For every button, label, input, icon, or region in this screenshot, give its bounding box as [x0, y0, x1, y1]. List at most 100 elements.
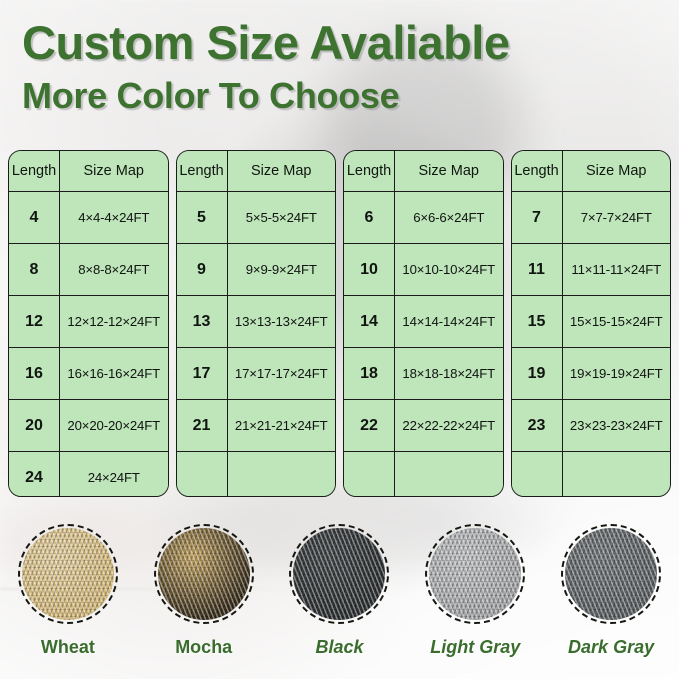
swatch-label: Black — [315, 637, 364, 657]
swatch-label: Wheat — [40, 637, 95, 657]
cell-length — [344, 452, 395, 496]
table-row: 21 21×21-21×24FT — [176, 400, 335, 452]
table-row: 8 8×8-8×24FT — [9, 244, 168, 296]
table-row-empty — [511, 452, 670, 496]
column-header-size-map: Size Map — [395, 151, 503, 191]
color-swatch-black: Black — [272, 524, 408, 674]
table-row-empty — [176, 452, 335, 496]
table-header-row: Length Size Map — [176, 151, 335, 192]
color-swatch-mocha: Mocha — [136, 524, 272, 674]
cell-size-map: 23×23-23×24FT — [562, 400, 670, 451]
cell-length: 12 — [9, 296, 60, 347]
cell-length: 6 — [344, 192, 395, 243]
table-header-row: Length Size Map — [9, 151, 168, 192]
swatch-label: Light Gray — [430, 637, 521, 657]
cell-length: 10 — [344, 244, 395, 295]
cell-length: 16 — [9, 348, 60, 399]
cell-length: 20 — [9, 400, 60, 451]
swatch-disc — [289, 524, 390, 624]
cell-size-map: 17×17-17×24FT — [227, 348, 335, 399]
color-swatch-wheat: Wheat — [0, 524, 136, 674]
cell-length: 9 — [176, 244, 228, 295]
cell-length: 13 — [176, 296, 228, 347]
cell-length: 8 — [9, 244, 60, 295]
table-row: 5 5×5-5×24FT — [176, 192, 335, 244]
cell-size-map — [227, 452, 335, 496]
color-swatch-light-gray: Light Gray — [407, 524, 543, 674]
cell-size-map: 15×15-15×24FT — [562, 296, 670, 347]
table-row: 15 15×15-15×24FT — [511, 296, 670, 348]
cell-length: 14 — [344, 296, 395, 347]
cell-size-map: 9×9-9×24FT — [227, 244, 335, 295]
page-title: Custom Size Avaliable — [22, 16, 510, 69]
cell-length: 23 — [511, 400, 563, 451]
table-row: 11 11×11-11×24FT — [511, 244, 670, 296]
table-row: 13 13×13-13×24FT — [176, 296, 335, 348]
table-row: 18 18×18-18×24FT — [344, 348, 503, 400]
cell-size-map: 8×8-8×24FT — [60, 244, 168, 295]
cell-length: 11 — [511, 244, 563, 295]
cell-length: 17 — [176, 348, 228, 399]
column-header-length: Length — [176, 151, 228, 191]
dashed-circle-icon — [153, 524, 254, 624]
table-row: 22 22×22-22×24FT — [344, 400, 503, 452]
table-row: 6 6×6-6×24FT — [344, 192, 503, 244]
cell-size-map: 19×19-19×24FT — [562, 348, 670, 399]
table-row: 12 12×12-12×24FT — [9, 296, 168, 348]
cell-size-map: 24×24FT — [60, 452, 168, 496]
dashed-circle-icon — [561, 524, 662, 624]
cell-length — [511, 452, 563, 496]
cell-size-map: 7×7-7×24FT — [562, 192, 670, 243]
table-row: 16 16×16-16×24FT — [9, 348, 168, 400]
table-row: 9 9×9-9×24FT — [176, 244, 335, 296]
column-header-size-map: Size Map — [60, 151, 168, 191]
swatch-label: Mocha — [175, 637, 233, 657]
cell-length: 7 — [511, 192, 563, 243]
table-row: 10 10×10-10×24FT — [344, 244, 503, 296]
cell-size-map: 13×13-13×24FT — [227, 296, 335, 347]
color-swatches-container: Wheat Mocha Black Light Gray — [0, 524, 679, 674]
table-row: 19 19×19-19×24FT — [511, 348, 670, 400]
table-row: 23 23×23-23×24FT — [511, 400, 670, 452]
table-row: 24 24×24FT — [9, 452, 168, 496]
cell-length: 24 — [9, 452, 60, 496]
cell-size-map: 11×11-11×24FT — [562, 244, 670, 295]
table-header-row: Length Size Map — [511, 151, 670, 192]
swatch-disc — [425, 524, 526, 624]
cell-size-map — [395, 452, 503, 496]
cell-length: 4 — [9, 192, 60, 243]
swatch-label: Dark Gray — [568, 637, 655, 657]
table-row: 20 20×20-20×24FT — [9, 400, 168, 452]
size-table-3: Length Size Map 6 6×6-6×24FT 10 10×10-10… — [343, 150, 504, 497]
page-subtitle: More Color To Choose — [22, 75, 400, 116]
table-row: 7 7×7-7×24FT — [511, 192, 670, 244]
column-header-length: Length — [511, 151, 563, 191]
table-row: 4 4×4-4×24FT — [9, 192, 168, 244]
table-header-row: Length Size Map — [344, 151, 503, 192]
cell-size-map: 10×10-10×24FT — [395, 244, 503, 295]
size-table-1: Length Size Map 4 4×4-4×24FT 8 8×8-8×24F… — [8, 150, 169, 497]
cell-length: 19 — [511, 348, 563, 399]
cell-size-map: 21×21-21×24FT — [227, 400, 335, 451]
swatch-disc — [153, 524, 254, 624]
cell-size-map: 5×5-5×24FT — [227, 192, 335, 243]
cell-size-map: 18×18-18×24FT — [395, 348, 503, 399]
column-header-size-map: Size Map — [562, 151, 670, 191]
swatch-disc — [17, 524, 118, 624]
table-row: 14 14×14-14×24FT — [344, 296, 503, 348]
column-header-length: Length — [9, 151, 60, 191]
cell-length: 5 — [176, 192, 228, 243]
cell-length — [176, 452, 228, 496]
cell-length: 18 — [344, 348, 395, 399]
cell-length: 15 — [511, 296, 563, 347]
color-swatch-dark-gray: Dark Gray — [543, 524, 679, 674]
table-row-empty — [344, 452, 503, 496]
cell-size-map: 22×22-22×24FT — [395, 400, 503, 451]
dashed-circle-icon — [425, 524, 526, 624]
cell-size-map: 12×12-12×24FT — [60, 296, 168, 347]
cell-length: 22 — [344, 400, 395, 451]
size-table-2: Length Size Map 5 5×5-5×24FT 9 9×9-9×24F… — [175, 150, 336, 497]
cell-size-map: 14×14-14×24FT — [395, 296, 503, 347]
heading-block: Custom Size Avaliable More Color To Choo… — [22, 16, 662, 118]
